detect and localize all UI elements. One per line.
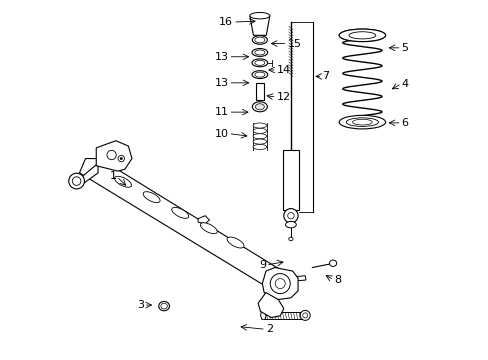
Ellipse shape — [200, 223, 217, 234]
Text: 2: 2 — [265, 324, 272, 334]
Ellipse shape — [285, 221, 296, 228]
Ellipse shape — [143, 192, 160, 203]
Polygon shape — [262, 267, 298, 300]
Polygon shape — [297, 276, 305, 281]
Polygon shape — [80, 158, 285, 291]
Bar — [264, 312, 305, 319]
Circle shape — [107, 150, 116, 159]
Text: 1: 1 — [109, 171, 116, 181]
Ellipse shape — [254, 72, 264, 77]
Ellipse shape — [253, 123, 266, 128]
Text: 13: 13 — [214, 78, 228, 88]
Text: 9: 9 — [258, 260, 265, 270]
Ellipse shape — [339, 115, 385, 129]
Polygon shape — [260, 311, 265, 319]
Ellipse shape — [254, 50, 264, 55]
Text: 8: 8 — [333, 275, 340, 285]
Circle shape — [283, 208, 298, 223]
Text: 6: 6 — [401, 118, 408, 128]
Ellipse shape — [226, 237, 244, 248]
Text: 13: 13 — [214, 52, 228, 62]
Ellipse shape — [252, 36, 267, 44]
Ellipse shape — [253, 144, 266, 149]
Ellipse shape — [161, 303, 167, 309]
Text: 14: 14 — [276, 65, 290, 75]
Ellipse shape — [252, 102, 267, 112]
Circle shape — [69, 173, 84, 189]
Ellipse shape — [253, 134, 266, 139]
Polygon shape — [198, 216, 209, 224]
Circle shape — [275, 279, 285, 289]
Polygon shape — [249, 16, 269, 35]
Circle shape — [118, 156, 124, 162]
Text: 16: 16 — [219, 17, 233, 27]
Text: 5: 5 — [401, 43, 408, 53]
Text: 12: 12 — [276, 92, 290, 102]
Ellipse shape — [352, 119, 371, 125]
Ellipse shape — [254, 37, 264, 43]
Text: 4: 4 — [401, 78, 408, 89]
Bar — [255, 83, 264, 100]
Text: 3: 3 — [137, 300, 143, 310]
Ellipse shape — [251, 59, 267, 67]
Ellipse shape — [348, 32, 375, 39]
Circle shape — [300, 310, 309, 320]
Circle shape — [120, 157, 122, 159]
Circle shape — [287, 212, 294, 219]
Text: 15: 15 — [287, 39, 301, 49]
Bar — [283, 150, 298, 210]
Polygon shape — [80, 164, 98, 185]
Polygon shape — [96, 141, 132, 171]
Ellipse shape — [114, 176, 131, 187]
Ellipse shape — [347, 32, 376, 39]
Ellipse shape — [251, 49, 267, 57]
Ellipse shape — [251, 71, 267, 78]
Polygon shape — [258, 293, 283, 318]
Circle shape — [302, 313, 307, 318]
Circle shape — [270, 274, 290, 294]
Ellipse shape — [253, 128, 266, 134]
Ellipse shape — [253, 139, 266, 144]
Ellipse shape — [254, 60, 264, 65]
Ellipse shape — [346, 118, 378, 126]
Ellipse shape — [339, 29, 385, 41]
Ellipse shape — [329, 260, 336, 266]
Ellipse shape — [249, 13, 269, 19]
Text: 10: 10 — [214, 129, 228, 139]
Text: 7: 7 — [322, 71, 329, 81]
Circle shape — [72, 177, 81, 185]
Text: 11: 11 — [214, 107, 228, 117]
Ellipse shape — [171, 207, 188, 219]
Ellipse shape — [255, 104, 264, 110]
Ellipse shape — [159, 301, 169, 311]
Ellipse shape — [339, 29, 385, 41]
Ellipse shape — [288, 237, 292, 241]
